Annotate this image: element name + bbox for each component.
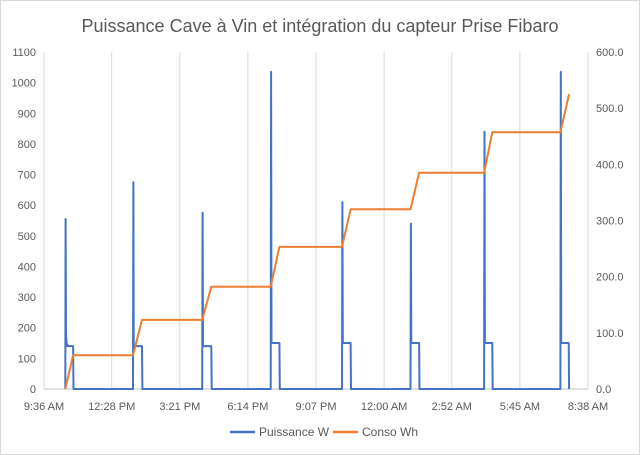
y-left-tick-label: 0 (30, 384, 36, 396)
y-right-tick-label: 500.0 (596, 103, 624, 115)
series-lines (64, 70, 571, 390)
y-left-tick-label: 200 (18, 323, 36, 335)
legend-label-conso: Conso Wh (362, 425, 418, 439)
y-left-tick-label: 100 (18, 353, 36, 365)
y-left-tick-label: 500 (18, 231, 36, 243)
y-left-tick-label: 1100 (12, 47, 36, 59)
x-tick-label: 8:38 AM (568, 401, 608, 413)
x-tick-label: 2:52 AM (432, 401, 472, 413)
x-tick-label: 9:07 PM (296, 401, 337, 413)
y-left-tick-label: 700 (18, 170, 36, 182)
axes: 9:36 AM 12:28 PM 3:21 PM 6:14 PM 9:07 PM 12:0… (12, 47, 624, 413)
y-left-tick-label: 900 (18, 108, 36, 120)
legend: Puissance W Conso Wh (230, 425, 418, 439)
gridlines (43, 52, 589, 389)
y-left-tick-label: 1000 (12, 78, 36, 90)
legend-label-puissance: Puissance W (259, 425, 330, 439)
y-left-tick-label: 800 (18, 139, 36, 151)
x-tick-label: 3:21 PM (159, 401, 200, 413)
y-left-tick-label: 400 (18, 261, 36, 273)
series-line-conso (64, 93, 571, 390)
y-right-tick-label: 0.0 (596, 384, 611, 396)
series-line-puissance (64, 70, 571, 390)
y-right-tick-label: 600.0 (596, 47, 624, 59)
y-right-tick-label: 300.0 (596, 216, 624, 228)
chart-title: Puissance Cave à Vin et intégration du c… (82, 16, 559, 36)
x-tick-label: 12:28 PM (88, 401, 135, 413)
y-right-tick-label: 400.0 (596, 159, 624, 171)
x-tick-label: 9:36 AM (24, 401, 64, 413)
y-right-tick-label: 200.0 (596, 272, 624, 284)
y-right-tick-label: 100.0 (596, 328, 624, 340)
x-tick-label: 12:00 AM (361, 401, 407, 413)
x-tick-label: 6:14 PM (227, 401, 268, 413)
x-tick-label: 5:45 AM (500, 401, 540, 413)
y-left-tick-label: 300 (18, 292, 36, 304)
y-left-tick-label: 600 (18, 200, 36, 212)
